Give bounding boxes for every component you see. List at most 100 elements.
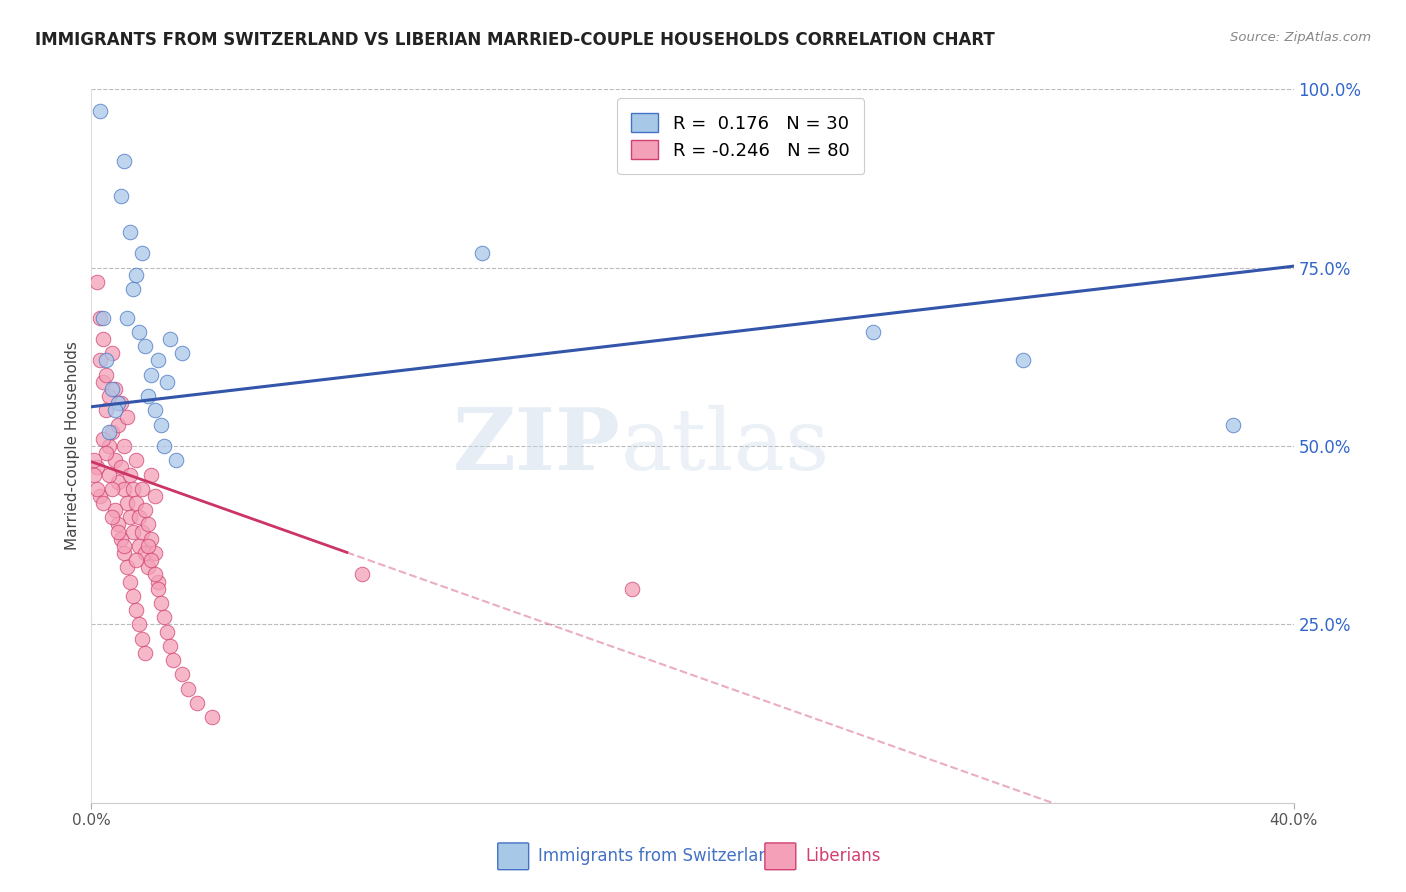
Point (86, 482, 108, 496)
Point (170, 667, 193, 681)
Point (96, 353, 118, 368)
Point (125, 268, 148, 282)
Point (128, 617, 150, 632)
Point (143, 567, 166, 582)
Point (120, 225, 142, 239)
Point (107, 524, 129, 539)
Point (93, 310, 115, 325)
Point (165, 453, 187, 467)
Text: Source: ZipAtlas.com: Source: ZipAtlas.com (1230, 31, 1371, 45)
Point (101, 425, 124, 439)
Text: atlas: atlas (620, 404, 830, 488)
Point (152, 610, 174, 624)
Point (125, 496, 148, 510)
Point (141, 553, 163, 567)
Point (134, 546, 156, 560)
Point (146, 353, 169, 368)
Point (125, 453, 148, 467)
Point (104, 503, 127, 517)
Point (114, 439, 136, 453)
Point (89, 489, 111, 503)
Point (98, 467, 121, 482)
Point (104, 453, 127, 467)
Text: Immigrants from Switzerland: Immigrants from Switzerland (538, 847, 780, 865)
Point (89, 310, 111, 325)
Point (83, 453, 105, 467)
Point (128, 539, 150, 553)
Point (86, 460, 108, 475)
Point (107, 517, 129, 532)
Point (107, 396, 129, 410)
Y-axis label: Married-couple Households: Married-couple Households (65, 342, 80, 550)
Point (114, 482, 136, 496)
Point (128, 325, 150, 339)
Point (143, 546, 166, 560)
Point (1222, 417, 1244, 432)
Point (96, 368, 118, 382)
Point (138, 517, 160, 532)
Text: Liberians: Liberians (806, 847, 882, 865)
Point (114, 539, 136, 553)
Point (98, 389, 121, 403)
Point (117, 410, 139, 425)
Point (96, 403, 118, 417)
Point (134, 646, 156, 660)
Point (101, 346, 124, 360)
Point (93, 496, 115, 510)
Point (141, 467, 163, 482)
Point (170, 346, 193, 360)
Point (98, 439, 121, 453)
Text: IMMIGRANTS FROM SWITZERLAND VS LIBERIAN MARRIED-COUPLE HOUSEHOLDS CORRELATION CH: IMMIGRANTS FROM SWITZERLAND VS LIBERIAN … (35, 31, 995, 49)
Text: ZIP: ZIP (453, 404, 620, 488)
Point (186, 696, 208, 710)
Point (146, 582, 169, 596)
Point (104, 403, 127, 417)
Point (104, 382, 127, 396)
Point (122, 524, 145, 539)
Point (122, 589, 145, 603)
Point (122, 282, 145, 296)
Point (101, 482, 124, 496)
Point (149, 417, 172, 432)
Point (131, 482, 153, 496)
Point (110, 532, 132, 546)
Point (114, 546, 136, 560)
Point (131, 524, 153, 539)
Point (149, 596, 172, 610)
Point (93, 432, 115, 446)
Point (141, 532, 163, 546)
Point (138, 560, 160, 574)
Point (117, 560, 139, 574)
Point (107, 417, 129, 432)
Point (350, 567, 373, 582)
Point (862, 325, 884, 339)
Point (122, 482, 145, 496)
Point (101, 382, 124, 396)
Point (125, 603, 148, 617)
Point (141, 368, 163, 382)
Point (159, 332, 181, 346)
Point (471, 246, 494, 260)
Point (117, 496, 139, 510)
Point (152, 439, 174, 453)
Point (86, 275, 108, 289)
Point (96, 446, 118, 460)
Point (143, 489, 166, 503)
Point (125, 553, 148, 567)
Point (120, 510, 142, 524)
Point (146, 574, 169, 589)
Point (120, 574, 142, 589)
Point (110, 396, 132, 410)
Point (1012, 353, 1035, 368)
Point (138, 539, 160, 553)
Point (93, 332, 115, 346)
Point (159, 639, 181, 653)
Point (117, 310, 139, 325)
Point (201, 710, 224, 724)
Point (83, 467, 105, 482)
Point (120, 467, 142, 482)
Point (107, 475, 129, 489)
Point (89, 103, 111, 118)
Point (110, 189, 132, 203)
Point (134, 339, 156, 353)
